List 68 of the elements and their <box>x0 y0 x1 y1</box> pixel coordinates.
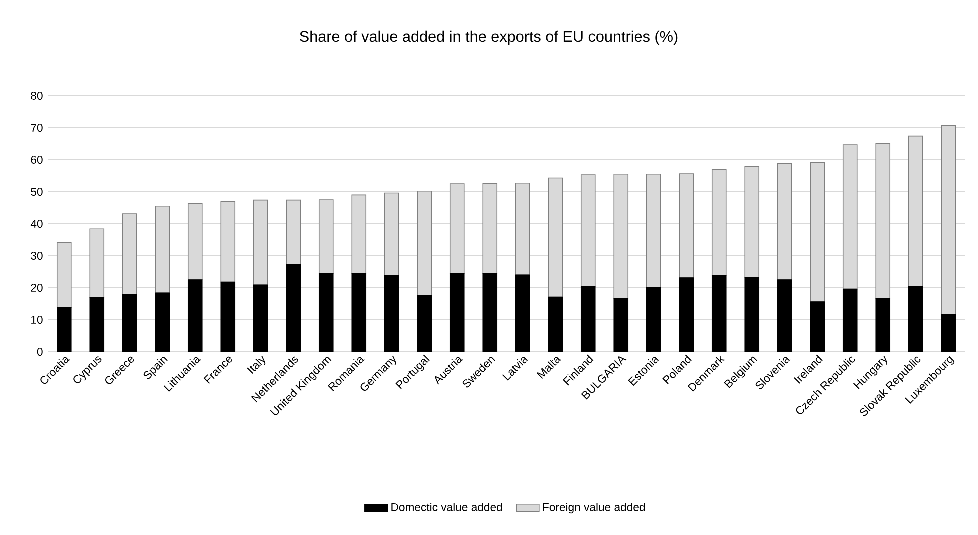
bar <box>515 182 530 276</box>
legend-label: Domectic value added <box>392 503 502 512</box>
bar <box>417 190 432 296</box>
bar <box>777 163 792 280</box>
bar <box>220 282 236 352</box>
bar <box>122 214 138 295</box>
legend-label: Foreign value added <box>543 503 646 514</box>
y-tick-label: 10 <box>32 316 43 324</box>
bar <box>352 274 367 352</box>
bar <box>712 275 727 352</box>
bar <box>155 292 170 352</box>
bar <box>614 174 629 300</box>
bar <box>450 273 465 352</box>
bar <box>90 298 105 352</box>
bar <box>286 200 302 266</box>
y-tick-label: 0 <box>37 348 43 356</box>
chart-title: Share of value added in the exports of EU countries (%) <box>300 30 678 46</box>
bar <box>482 183 498 274</box>
bar <box>679 278 694 352</box>
bar <box>842 144 858 290</box>
bar <box>384 275 400 352</box>
bar <box>122 294 138 352</box>
bar <box>515 274 530 352</box>
bar <box>679 174 694 278</box>
bar <box>777 280 792 352</box>
bar <box>548 296 564 352</box>
bar <box>286 264 302 352</box>
bar <box>253 284 268 352</box>
y-tick-label: 80 <box>31 92 43 100</box>
bar <box>810 302 826 352</box>
bar <box>744 277 760 352</box>
bar <box>646 286 662 352</box>
bar <box>318 273 334 352</box>
bar <box>450 184 465 274</box>
bar <box>876 298 891 352</box>
bar <box>352 194 367 274</box>
bar <box>908 136 924 287</box>
bar <box>744 166 760 278</box>
y-tick-label: 30 <box>31 252 43 260</box>
bar <box>646 174 662 288</box>
bar <box>56 307 72 352</box>
bar <box>614 298 629 352</box>
bar <box>842 288 858 352</box>
bar <box>188 280 203 352</box>
y-tick-label: 40 <box>30 220 43 228</box>
bar <box>384 192 400 276</box>
y-tick-label: 50 <box>31 188 43 196</box>
bar <box>253 200 268 286</box>
bar <box>417 295 432 352</box>
bar <box>580 174 596 287</box>
bar <box>188 203 203 280</box>
bar <box>941 314 956 352</box>
y-tick-label: 20 <box>31 284 43 292</box>
bar <box>580 286 596 352</box>
bar <box>56 242 72 308</box>
bar <box>90 228 105 298</box>
bar <box>220 201 236 283</box>
bar <box>810 162 826 302</box>
bar <box>712 169 727 276</box>
bar <box>548 178 564 298</box>
bar <box>155 206 170 294</box>
bar <box>318 200 334 274</box>
y-tick-label: 70 <box>31 124 43 132</box>
y-tick-label: 60 <box>31 156 43 164</box>
bar <box>876 143 891 300</box>
bar <box>941 125 956 315</box>
bar <box>908 286 924 352</box>
bar <box>482 273 498 352</box>
